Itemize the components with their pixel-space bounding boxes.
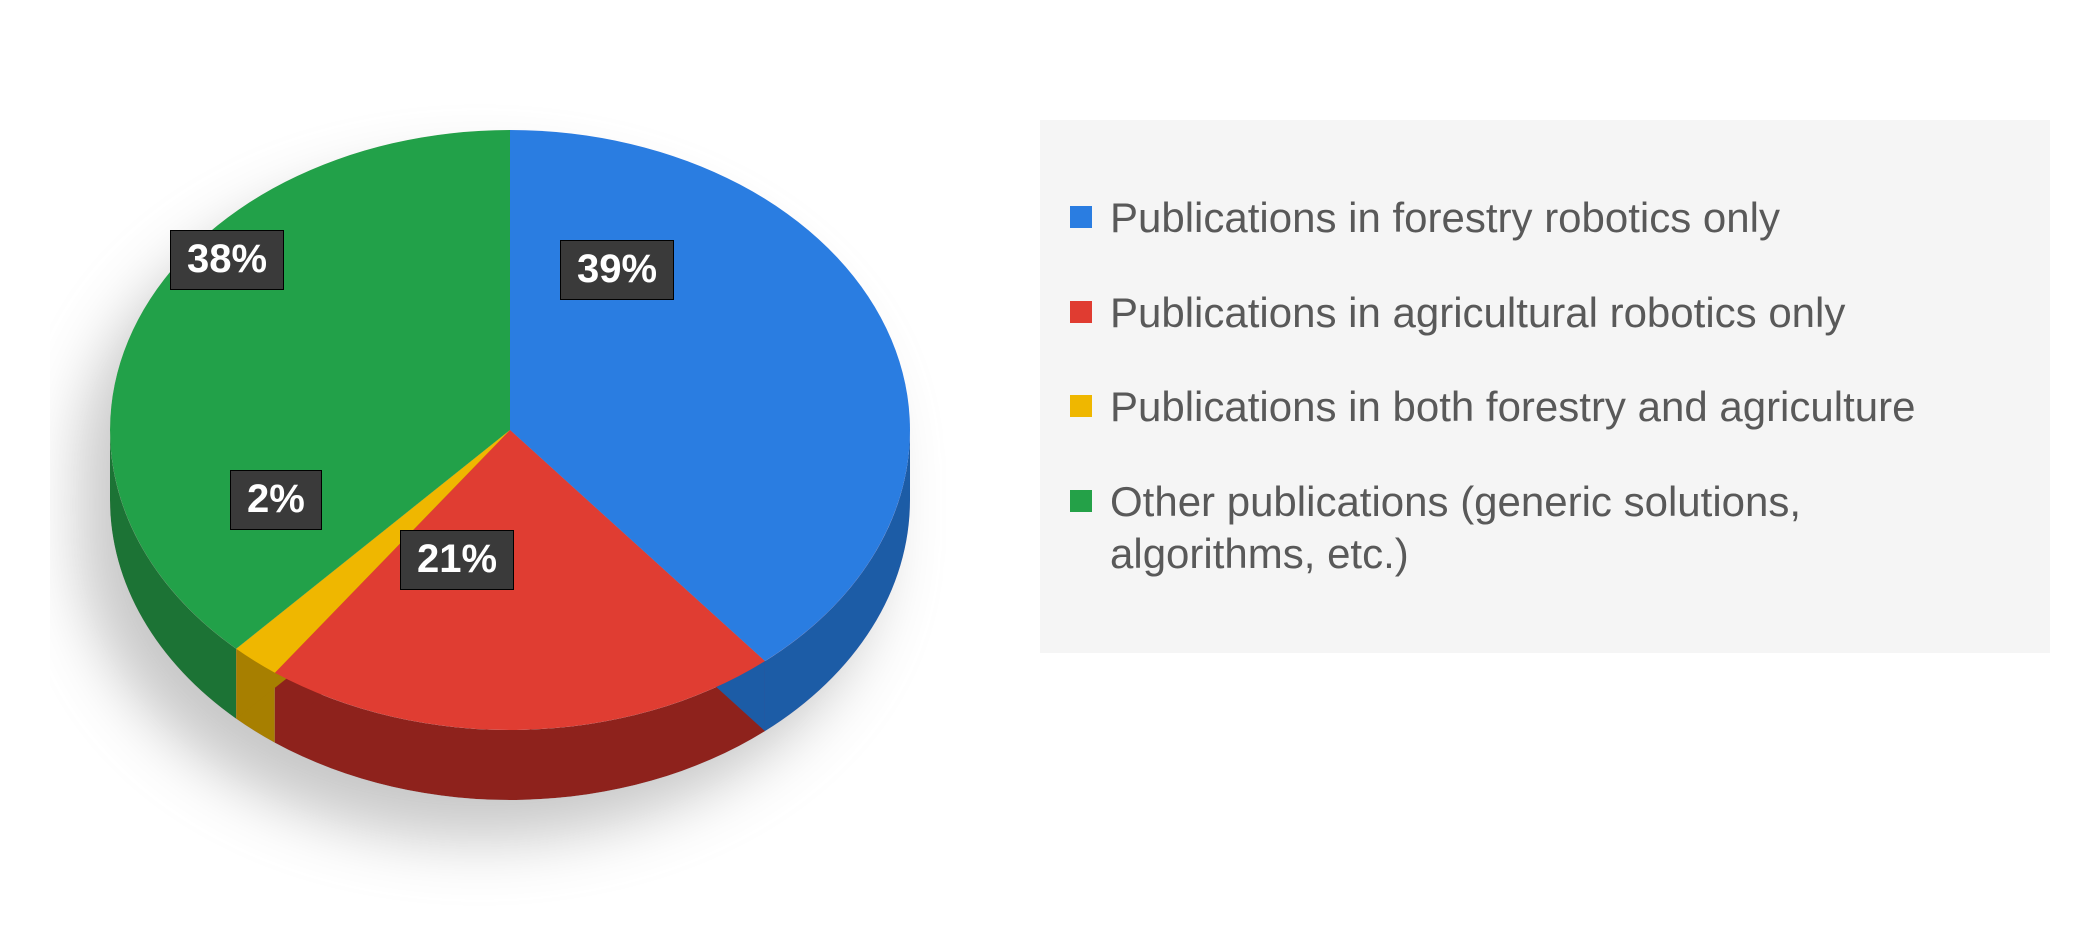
- legend-swatch: [1070, 395, 1092, 417]
- pie-data-label: 39%: [560, 240, 674, 300]
- legend-label: Publications in forestry robotics only: [1110, 192, 2010, 245]
- legend-label: Publications in both forestry and agricu…: [1110, 381, 2010, 434]
- pie-svg: [50, 50, 1010, 930]
- legend-item: Publications in agricultural robotics on…: [1070, 287, 2010, 340]
- legend-item: Publications in forestry robotics only: [1070, 192, 2010, 245]
- legend-label: Other publications (generic solutions, a…: [1110, 476, 2010, 581]
- legend-swatch: [1070, 490, 1092, 512]
- legend-swatch: [1070, 206, 1092, 228]
- legend-item: Other publications (generic solutions, a…: [1070, 476, 2010, 581]
- legend: Publications in forestry robotics only Pu…: [1040, 120, 2050, 653]
- pie-data-label: 38%: [170, 230, 284, 290]
- legend-label: Publications in agricultural robotics on…: [1110, 287, 2010, 340]
- pie-data-label: 2%: [230, 470, 322, 530]
- pie-chart: 39% 21% 2% 38%: [0, 0, 1000, 934]
- legend-item: Publications in both forestry and agricu…: [1070, 381, 2010, 434]
- legend-swatch: [1070, 301, 1092, 323]
- chart-container: 39% 21% 2% 38% Publications in forestry rob…: [0, 0, 2079, 934]
- pie-data-label: 21%: [400, 530, 514, 590]
